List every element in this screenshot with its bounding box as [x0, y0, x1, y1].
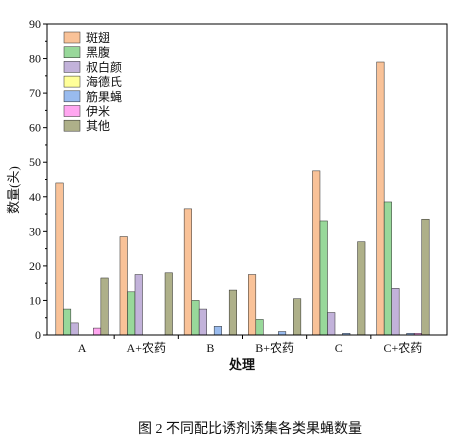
bar-series-3-category-6 [391, 288, 400, 336]
y-tick-label: 20 [29, 259, 41, 273]
legend-swatch [63, 61, 81, 73]
bar-series-5-category-4 [278, 331, 287, 336]
bar-series-7-category-1 [100, 277, 109, 336]
legend-label: 其他 [86, 119, 110, 133]
legend-label: 筋果蝇 [86, 89, 122, 104]
bar-series-3-category-5 [327, 312, 336, 336]
bar-series-3-category-2 [134, 274, 143, 336]
bar-series-7-category-2 [164, 272, 173, 336]
y-tick-label: 0 [35, 328, 41, 342]
x-axis-label: 处理 [228, 357, 255, 372]
legend-label: 叔白颜 [86, 59, 122, 74]
bar-series-1-category-6 [376, 61, 385, 336]
x-tick-label: B [206, 341, 214, 355]
bar-series-3-category-1 [70, 322, 79, 336]
bar-chart: 0 10 20 30 40 50 60 70 80 90 A A+农药 B B+农药 C C+农药 斑翅黑腹叔… [6, 17, 448, 372]
bar-series-7-category-3 [228, 289, 237, 336]
bar-series-6-category-1 [93, 327, 102, 336]
y-tick-label: 30 [29, 224, 41, 238]
y-tick-label: 90 [29, 17, 41, 31]
bar-series-2-category-2 [127, 291, 136, 336]
legend-swatch [63, 31, 81, 44]
legend-swatch [63, 105, 81, 117]
bar-series-3-category-3 [198, 308, 207, 336]
bars-layer [55, 61, 430, 336]
bar-series-2-category-4 [255, 319, 264, 336]
y-tick-label: 10 [29, 293, 41, 307]
legend-swatch [63, 46, 81, 58]
legend-label: 黑腹 [86, 46, 110, 60]
legend-label: 伊米 [86, 105, 110, 119]
x-tick-label: C [335, 341, 343, 355]
figure-caption: 图 2 不同配比诱剂诱集各类果蝇数量 [138, 422, 362, 437]
bar-series-7-category-6 [421, 218, 430, 336]
bar-series-1-category-2 [119, 236, 128, 336]
legend-label: 斑翅 [86, 30, 110, 45]
bar-series-2-category-3 [191, 300, 200, 336]
bar-series-1-category-4 [248, 274, 257, 336]
bar-series-5-category-3 [213, 326, 222, 336]
bar-series-2-category-5 [319, 220, 328, 336]
x-tick-label: A+农药 [127, 341, 166, 355]
legend-swatch [63, 119, 81, 132]
y-axis-label: 数量(头) [6, 166, 21, 214]
x-tick-label: C+农药 [384, 341, 423, 355]
y-tick-label: 50 [29, 155, 41, 169]
y-tick-label: 70 [29, 86, 41, 100]
y-tick-label: 60 [29, 121, 41, 135]
bar-series-2-category-6 [383, 201, 392, 336]
axes-layer: 0 10 20 30 40 50 60 70 80 90 A A+农药 B B+农药 C C+农药 [29, 17, 448, 355]
bar-series-1-category-5 [312, 170, 321, 336]
bar-series-1-category-3 [183, 208, 192, 336]
legend-swatch [63, 90, 81, 103]
x-tick-label: B+农药 [255, 341, 294, 355]
bar-series-7-category-5 [357, 241, 366, 336]
y-tick-label: 40 [29, 190, 41, 204]
bar-series-2-category-1 [63, 308, 72, 336]
y-tick-label: 80 [29, 52, 41, 66]
x-tick-label: A [78, 341, 87, 355]
bar-series-7-category-4 [293, 298, 302, 336]
legend-swatch [63, 75, 81, 88]
legend-label: 海德氏 [86, 74, 122, 89]
bar-series-1-category-1 [55, 182, 64, 336]
